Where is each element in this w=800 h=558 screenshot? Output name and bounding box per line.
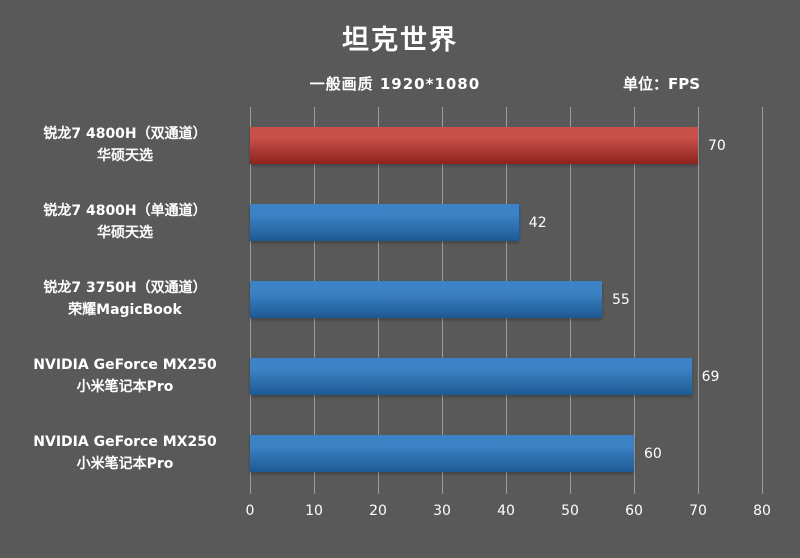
x-tick-label: 20: [369, 503, 387, 519]
bar-track: 69: [250, 358, 762, 395]
unit-label: 单位：FPS: [622, 75, 700, 93]
category-label: 锐龙7 4800H（单通道） 华硕天选: [0, 201, 250, 244]
bar-row: 锐龙7 4800H（单通道） 华硕天选 42: [0, 184, 800, 261]
x-axis-tick-labels: 0 10 20 30 40 50 60 70 80: [246, 503, 771, 525]
category-label-line: 小米笔记本Pro: [76, 455, 174, 472]
value-label: 60: [644, 445, 662, 462]
bar-chart: 锐龙7 4800H（双通道） 华硕天选 70 锐龙7 4800H（单通道） 华硕天选 42…: [0, 107, 800, 537]
subtitle-row: 一般画质 1920*1080 单位：FPS: [0, 73, 800, 99]
category-label-line: 锐龙7 3750H（双通道）: [43, 279, 207, 296]
value-label: 55: [612, 291, 630, 308]
bar-track: 42: [250, 204, 762, 241]
gridline: [634, 107, 635, 494]
bar: [250, 281, 602, 318]
x-tick-label: 50: [561, 503, 579, 519]
category-label-line: NVIDIA GeForce MX250: [33, 433, 217, 450]
x-tick-label: 0: [245, 503, 255, 519]
bar-track: 60: [250, 435, 762, 472]
x-tick-label: 10: [305, 503, 323, 519]
bar-row: NVIDIA GeForce MX250 小米笔记本Pro 69: [0, 338, 800, 415]
gridline: [762, 107, 763, 494]
category-label-line: 华硕天选: [97, 147, 153, 164]
category-label-line: 小米笔记本Pro: [76, 378, 174, 395]
gridline: [698, 107, 699, 494]
category-label-line: 锐龙7 4800H（单通道）: [43, 202, 207, 219]
bar-row: NVIDIA GeForce MX250 小米笔记本Pro 60: [0, 415, 800, 492]
bar-row: 锐龙7 3750H（双通道） 荣耀MagicBook 55: [0, 261, 800, 338]
category-label-line: 荣耀MagicBook: [68, 301, 182, 318]
x-tick-label: 60: [625, 503, 643, 519]
category-label-line: 锐龙7 4800H（双通道）: [43, 125, 207, 142]
value-label: 42: [528, 214, 547, 231]
bar: [250, 435, 634, 472]
x-tick-label: 30: [433, 503, 451, 519]
x-tick-label: 70: [689, 503, 707, 519]
chart-title: 坦克世界: [342, 25, 458, 56]
bar-row: 锐龙7 4800H（双通道） 华硕天选 70: [0, 107, 800, 184]
bar: [250, 204, 519, 241]
category-label: NVIDIA GeForce MX250 小米笔记本Pro: [0, 355, 250, 398]
bar-track: 55: [250, 281, 762, 318]
category-label: NVIDIA GeForce MX250 小米笔记本Pro: [0, 432, 250, 475]
value-label: 70: [708, 137, 726, 154]
bar: [250, 127, 698, 164]
category-label: 锐龙7 3750H（双通道） 荣耀MagicBook: [0, 278, 250, 321]
category-label: 锐龙7 4800H（双通道） 华硕天选: [0, 124, 250, 167]
category-label-line: 华硕天选: [97, 224, 153, 241]
chart-subtitle: 一般画质 1920*1080: [309, 75, 481, 93]
bar-rows: 锐龙7 4800H（双通道） 华硕天选 70 锐龙7 4800H（单通道） 华硕天选 42…: [0, 107, 800, 492]
x-tick-label: 40: [497, 503, 515, 519]
value-label: 69: [701, 368, 720, 385]
x-tick-label: 80: [753, 503, 771, 519]
bar: [250, 358, 692, 395]
bar-track: 70: [250, 127, 762, 164]
category-label-line: NVIDIA GeForce MX250: [33, 356, 217, 373]
